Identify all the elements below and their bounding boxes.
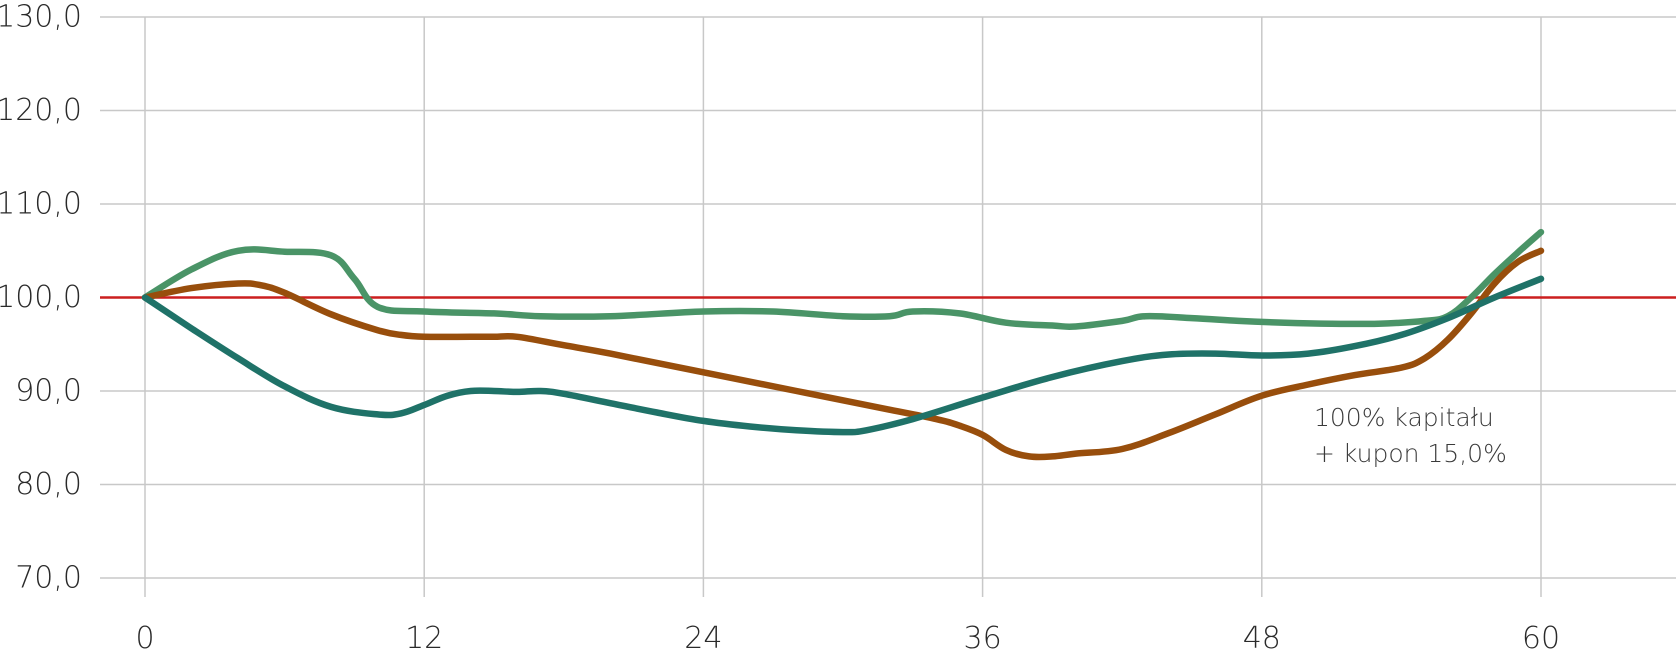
x-tick-label: 12 [405, 621, 443, 656]
y-tick-label: 70,0 [15, 561, 82, 596]
x-tick-label: 60 [1522, 621, 1560, 656]
vertical-gridlines [144, 17, 1542, 597]
series-lines [141, 228, 1545, 461]
y-tick-label: 90,0 [15, 374, 82, 409]
y-tick-label: 100,0 [0, 280, 82, 315]
y-axis-tick-labels: 70,0 80,0 90,0 100,0 110,0 120,0 130,0 [0, 0, 82, 596]
x-axis-tick-labels: 0 12 24 36 48 60 [135, 621, 1560, 656]
y-tick-label: 110,0 [0, 187, 82, 222]
series-line-1 [141, 228, 1545, 331]
x-tick-label: 24 [684, 621, 722, 656]
y-tick-label: 80,0 [15, 467, 82, 502]
x-tick-label: 0 [135, 621, 154, 656]
annotation-line-2: + kupon 15,0% [1314, 439, 1507, 468]
y-tick-label: 120,0 [0, 93, 82, 128]
x-tick-label: 48 [1243, 621, 1281, 656]
x-tick-label: 36 [964, 621, 1002, 656]
y-tick-label: 130,0 [0, 0, 82, 35]
series-line-2 [141, 247, 1545, 461]
series-line-3 [141, 275, 1545, 436]
annotation-line-1: 100% kapitału [1314, 403, 1494, 432]
